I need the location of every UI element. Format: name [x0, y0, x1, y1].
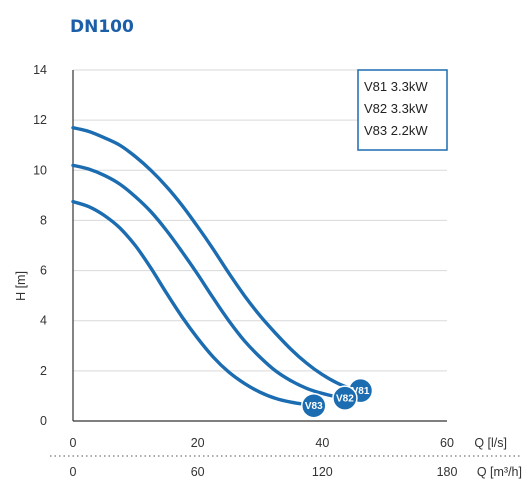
- x-tick-label-40: 40: [315, 436, 329, 450]
- x-secondary-tick-labels: 0 60 120 180: [70, 465, 458, 479]
- x-secondary-tick-label-120: 120: [312, 465, 333, 479]
- chart-title: DN100: [70, 17, 134, 37]
- legend-box: [357, 69, 448, 151]
- series-badge-label-v81: V81: [352, 386, 370, 397]
- legend-entry-v82: V82 3.3kW: [364, 101, 428, 116]
- series-curves: [71, 126, 356, 407]
- series-badge-v82: V82: [332, 385, 358, 411]
- series-line-v81: [71, 126, 356, 392]
- y-tick-label-8: 8: [40, 213, 47, 227]
- y-tick-label-14: 14: [33, 63, 47, 77]
- legend: V81 3.3kW V82 3.3kW V83 2.2kW: [357, 69, 448, 151]
- series-badge-circle-v83: [301, 392, 327, 419]
- x-secondary-tick-label-60: 60: [191, 465, 205, 479]
- x-axis-label: Q [l/s]: [474, 436, 507, 450]
- y-axis-label: H [m]: [14, 271, 28, 301]
- y-tick-label-10: 10: [33, 163, 47, 177]
- series-badge-circle-v82: [332, 385, 358, 411]
- x-secondary-axis-label: Q [m³/h]: [477, 465, 522, 479]
- x-secondary-tick-label-0: 0: [70, 465, 77, 479]
- x-tick-label-20: 20: [191, 436, 205, 450]
- x-tick-label-60: 60: [440, 436, 454, 450]
- series-badge-label-v83: V83: [305, 401, 323, 412]
- series-badge-v83: V83: [301, 392, 327, 419]
- y-tick-label-12: 12: [33, 113, 47, 127]
- x-secondary-tick-label-180: 180: [437, 465, 458, 479]
- series-line-v83: [71, 199, 309, 407]
- x-tick-labels: 0 20 40 60: [70, 436, 454, 450]
- y-tick-label-0: 0: [40, 414, 47, 428]
- y-tick-label-4: 4: [40, 314, 47, 328]
- y-tick-label-2: 2: [40, 364, 47, 378]
- legend-entry-v81: V81 3.3kW: [364, 79, 428, 94]
- series-badge-label-v82: V82: [336, 394, 354, 405]
- x-tick-label-0: 0: [70, 436, 77, 450]
- y-tick-labels: 0 2 4 6 8 10 12 14: [33, 63, 47, 428]
- y-tick-label-6: 6: [40, 264, 47, 278]
- grid-lines: [73, 69, 447, 372]
- series-line-v82: [71, 163, 340, 399]
- legend-entry-v83: V83 2.2kW: [364, 123, 428, 138]
